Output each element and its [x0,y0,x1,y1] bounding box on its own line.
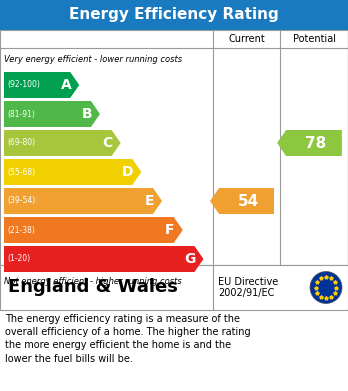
Text: EU Directive
2002/91/EC: EU Directive 2002/91/EC [218,277,278,298]
Circle shape [310,271,342,303]
Text: (69-80): (69-80) [7,138,35,147]
Polygon shape [4,72,79,98]
Text: Energy Efficiency Rating: Energy Efficiency Rating [69,7,279,23]
Text: Potential: Potential [293,34,335,44]
Text: (55-68): (55-68) [7,167,35,176]
Text: (39-54): (39-54) [7,197,35,206]
Text: 54: 54 [238,194,259,208]
Text: England & Wales: England & Wales [8,278,178,296]
Polygon shape [4,101,100,127]
Polygon shape [4,188,162,214]
Text: (81-91): (81-91) [7,109,35,118]
Text: G: G [184,252,196,266]
Text: The energy efficiency rating is a measure of the
overall efficiency of a home. T: The energy efficiency rating is a measur… [5,314,251,364]
Polygon shape [277,130,342,156]
Text: Not energy efficient - higher running costs: Not energy efficient - higher running co… [4,277,182,286]
Polygon shape [210,188,274,214]
Bar [0,0,348,30]
Polygon shape [4,246,204,272]
Text: (1-20): (1-20) [7,255,30,264]
Polygon shape [4,159,141,185]
Text: Current: Current [228,34,265,44]
Text: B: B [81,107,92,121]
Text: F: F [165,223,175,237]
Text: E: E [144,194,154,208]
Text: 78: 78 [306,136,327,151]
Text: A: A [61,78,71,92]
Text: C: C [102,136,113,150]
Text: (21-38): (21-38) [7,226,35,235]
Text: Very energy efficient - lower running costs: Very energy efficient - lower running co… [4,56,182,65]
Polygon shape [4,217,183,243]
Polygon shape [4,130,121,156]
Text: (92-100): (92-100) [7,81,40,90]
Bar [0,30,348,265]
Bar [0,265,348,310]
Text: D: D [122,165,133,179]
